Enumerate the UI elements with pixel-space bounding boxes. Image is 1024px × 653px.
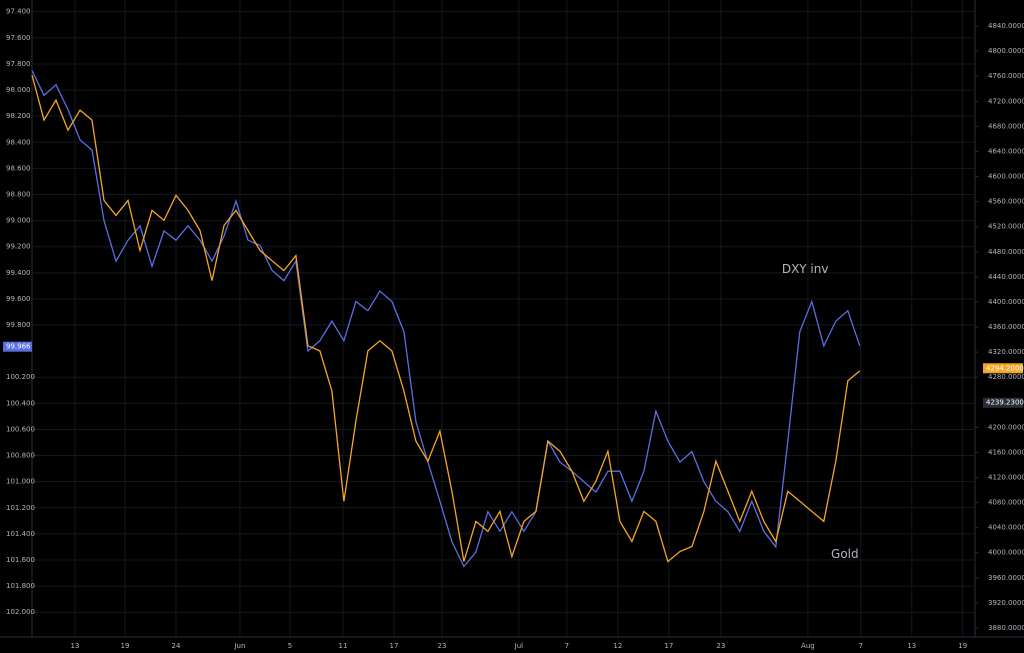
x-tick-label: 17 — [664, 642, 673, 650]
series-line — [31, 74, 861, 563]
y-tick-label: 98.200 — [6, 112, 31, 120]
y2-tick-label: 4680.0000 — [988, 122, 1024, 130]
y2-tick-label: 4560.0000 — [988, 198, 1024, 206]
y2-tick-label: 4800.0000 — [988, 47, 1024, 55]
price-label: 99.966 — [6, 343, 31, 351]
x-tick-label: 24 — [172, 642, 181, 650]
y2-tick-label: 4720.0000 — [988, 97, 1024, 105]
x-tick-label: 7 — [859, 642, 863, 650]
y2-tick-label: 4840.0000 — [988, 22, 1024, 30]
annotation: DXY inv — [782, 262, 829, 276]
y-tick-label: 98.600 — [6, 164, 31, 172]
y-tick-label: 97.600 — [6, 34, 31, 42]
series-line — [31, 70, 861, 568]
y-tick-label: 100.600 — [6, 425, 35, 433]
y2-tick-label: 4520.0000 — [988, 223, 1024, 231]
y-tick-label: 99.800 — [6, 321, 31, 329]
y2-tick-label: 3960.0000 — [988, 574, 1024, 582]
y2-tick-label: 4760.0000 — [988, 72, 1024, 80]
x-tick-label: 19 — [958, 642, 967, 650]
y-tick-label: 97.400 — [6, 8, 31, 16]
y2-tick-label: 4040.0000 — [988, 524, 1024, 532]
y2-tick-label: 4160.0000 — [988, 448, 1024, 456]
annotation: Gold — [831, 547, 859, 561]
y2-tick-label: 4200.0000 — [988, 423, 1024, 431]
x-tick-label: Jul — [514, 642, 524, 650]
price-label-box — [983, 363, 1023, 374]
y-tick-label: 98.800 — [6, 190, 31, 198]
y-tick-label: 99.400 — [6, 269, 31, 277]
y2-tick-label: 4400.0000 — [988, 298, 1024, 306]
y-tick-label: 100.200 — [6, 373, 35, 381]
price-label-box — [3, 341, 32, 352]
x-tick-label: 23 — [437, 642, 446, 650]
y-tick-label: 99.600 — [6, 295, 31, 303]
x-tick-label: 13 — [907, 642, 916, 650]
x-tick-label: 23 — [716, 642, 725, 650]
y-tick-label: 100.400 — [6, 399, 35, 407]
y-tick-label: 98.000 — [6, 86, 31, 94]
x-tick-label: 12 — [613, 642, 622, 650]
y-tick-label: 98.400 — [6, 138, 31, 146]
y2-tick-label: 4600.0000 — [988, 173, 1024, 181]
y2-tick-label: 4360.0000 — [988, 323, 1024, 331]
x-tick-label: 5 — [288, 642, 292, 650]
x-tick-label: 19 — [121, 642, 130, 650]
y-tick-label: 102.000 — [6, 608, 35, 616]
y2-tick-label: 4120.0000 — [988, 473, 1024, 481]
y-tick-label: 99.000 — [6, 217, 31, 225]
y2-tick-label: 4320.0000 — [988, 348, 1024, 356]
y-tick-label: 101.000 — [6, 478, 35, 486]
y-tick-label: 100.800 — [6, 452, 35, 460]
price-label-box — [983, 397, 1023, 408]
x-tick-label: 11 — [339, 642, 348, 650]
x-tick-label: Aug — [801, 642, 815, 650]
y2-tick-label: 4440.0000 — [988, 273, 1024, 281]
x-tick-label: Jun — [233, 642, 245, 650]
y2-tick-label: 3880.0000 — [988, 624, 1024, 632]
x-tick-label: 13 — [70, 642, 79, 650]
y2-tick-label: 4000.0000 — [988, 549, 1024, 557]
y-tick-label: 101.400 — [6, 530, 35, 538]
x-tick-label: 17 — [390, 642, 399, 650]
price-label: 4239.2300 — [986, 399, 1024, 407]
y-tick-label: 101.200 — [6, 504, 35, 512]
y2-tick-label: 4640.0000 — [988, 147, 1024, 155]
y2-tick-label: 4480.0000 — [988, 248, 1024, 256]
y-tick-label: 99.200 — [6, 243, 31, 251]
y-tick-label: 97.800 — [6, 60, 31, 68]
y2-tick-label: 4080.0000 — [988, 499, 1024, 507]
y2-tick-label: 4280.0000 — [988, 373, 1024, 381]
price-label: 4294.2000 — [986, 364, 1024, 372]
y-tick-label: 101.600 — [6, 556, 35, 564]
y-tick-label: 101.800 — [6, 582, 35, 590]
x-tick-label: 7 — [565, 642, 569, 650]
y2-tick-label: 3920.0000 — [988, 599, 1024, 607]
